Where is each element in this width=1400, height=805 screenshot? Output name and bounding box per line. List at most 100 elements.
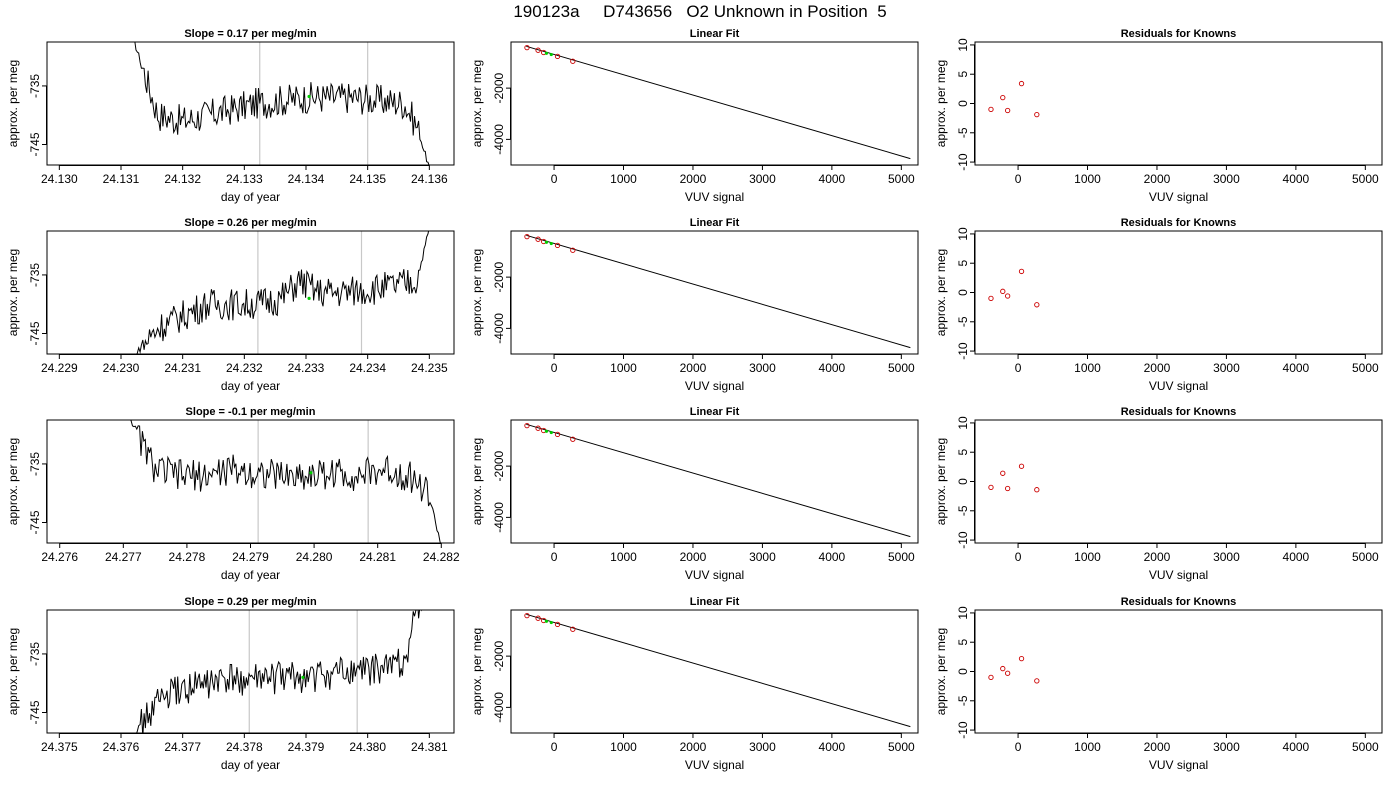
fit-line [526,613,911,728]
x-tick-label: 0 [1015,361,1022,375]
panel-r4c2: Linear Fit 0 1000 2000 3000 4000 5000 -4000 -200… [470,596,919,772]
plot-frame [510,41,919,166]
y-tick-label: -5 [956,695,970,706]
panel-r3c1: Slope = -0.1 per meg/min 24.276 24.277 24.2… [6,406,460,582]
x-tick-label: 24.377 [164,740,201,754]
y-tick-label: -745 [28,132,42,156]
x-tick-label: 5000 [1352,172,1379,186]
x-tick-label: 1000 [1074,740,1101,754]
residual-point [1018,80,1025,87]
plot-frame [46,419,455,544]
x-tick-label: 24.282 [423,550,460,564]
x-tick-label: 24.133 [226,172,263,186]
x-axis-label: VUV signal [1149,568,1208,582]
x-axis-label: VUV signal [685,758,744,772]
y-tick-label: -10 [956,342,970,360]
x-tick-label: 0 [1015,550,1022,564]
panel-title: Residuals for Knowns [1121,406,1237,418]
unknown-point-marker [307,296,311,300]
x-tick-label: 2000 [680,172,707,186]
y-tick-label: -745 [28,700,42,724]
unknown-point-marker [307,94,311,99]
x-axis-label: day of year [221,379,280,393]
unknown-point [549,430,553,435]
x-tick-label: 2000 [680,361,707,375]
y-tick-label: 10 [956,606,970,620]
panel-r3c2: Linear Fit 0 1000 2000 3000 4000 5000 -4000 -200… [470,406,919,582]
x-tick-label: 1000 [1074,361,1101,375]
x-tick-label: 2000 [1144,361,1171,375]
y-tick-label: 5 [956,71,970,78]
plot-area [524,422,911,538]
plot-area [130,420,441,543]
y-axis-label: approx. per meg [470,249,484,336]
x-tick-label: 3000 [1213,361,1240,375]
residual-point [988,295,994,302]
plot-frame [46,41,455,166]
series-line [134,231,430,354]
y-axis-label: approx. per meg [6,438,20,525]
unknown-point [544,51,549,55]
residual-point [1018,268,1025,275]
known-point [535,47,541,53]
plot-area [134,42,430,165]
y-tick-label: -10 [956,531,970,549]
x-tick-label: 3000 [749,740,776,754]
plot-frame [974,609,1383,734]
x-tick-label: 24.279 [232,550,269,564]
x-tick-label: 24.281 [359,550,396,564]
plot-area [134,231,430,354]
known-point [535,615,541,621]
x-axis-label: VUV signal [1149,758,1208,772]
y-tick-label: 5 [956,449,970,456]
x-tick-label: 4000 [1283,550,1310,564]
x-tick-label: 5000 [1352,361,1379,375]
x-tick-label: 24.230 [103,361,140,375]
x-tick-label: 4000 [1283,361,1310,375]
x-tick-label: 24.232 [226,361,263,375]
x-tick-label: 1000 [610,740,637,754]
residual-point [1004,293,1011,299]
x-tick-label: 24.130 [41,172,78,186]
residual-point [988,674,994,681]
plot-frame [974,41,1383,166]
y-tick-label: 0 [956,289,970,296]
x-tick-label: 24.229 [41,361,78,375]
x-tick-label: 3000 [749,361,776,375]
x-tick-label: 4000 [1283,172,1310,186]
x-tick-label: 24.276 [41,550,78,564]
y-tick-label: 10 [956,38,970,52]
residual-point [1000,288,1006,294]
y-tick-label: 0 [956,478,970,485]
known-point [524,233,530,240]
residual-point [1004,107,1011,114]
x-tick-label: 0 [551,740,558,754]
x-axis-label: day of year [221,758,280,772]
panel-title: Slope = 0.17 per meg/min [184,28,317,40]
x-tick-label: 4000 [819,550,846,564]
known-point [570,247,576,253]
y-tick-label: -2000 [492,640,506,671]
plot-frame [46,230,455,355]
y-tick-label: -735 [28,452,42,476]
panel-r4c1: Slope = 0.29 per meg/min 24.375 24.376 24.3… [6,596,455,772]
y-tick-label: -735 [28,642,42,666]
x-tick-label: 24.379 [288,740,325,754]
residual-point [1018,463,1025,469]
known-point [524,44,530,51]
plot-area [136,610,422,733]
y-axis-label: approx. per meg [934,249,948,336]
panel-r2c1: Slope = 0.26 per meg/min 24.229 24.230 24.2… [6,217,455,393]
x-tick-label: 5000 [1352,550,1379,564]
x-axis-label: day of year [221,568,280,582]
x-tick-label: 1000 [610,550,637,564]
fit-line [526,234,911,349]
series-line [134,42,430,165]
x-tick-label: 1000 [610,172,637,186]
unknown-point [544,240,549,244]
x-tick-label: 5000 [888,740,915,754]
y-tick-label: -5 [956,127,970,138]
unknown-point [544,429,549,433]
x-axis-label: VUV signal [685,568,744,582]
